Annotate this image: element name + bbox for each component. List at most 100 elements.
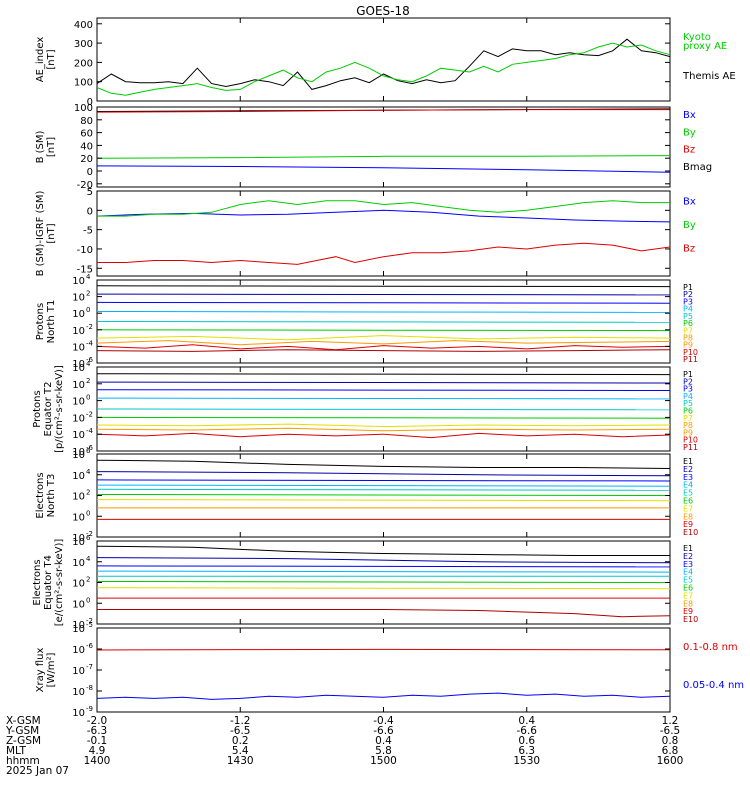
y-tick-label: 0 [87, 97, 93, 108]
date-label: 2025 Jan 07 [6, 765, 69, 777]
y-tick-label-exponent: 2 [86, 576, 90, 584]
y-tick-label: 10 [72, 342, 85, 353]
y-tick-label: 10 [72, 326, 85, 337]
x-axis-row-label: hhmm [6, 755, 40, 767]
series-p2 [96, 293, 671, 296]
series-e3 [96, 565, 671, 568]
legend-p10: P10 [683, 436, 698, 445]
y-tick-label-exponent: -8 [86, 684, 93, 692]
legend-p5: P5 [683, 399, 693, 408]
legend-themis-ae: Themis AE [682, 71, 736, 82]
y-tick-label: 10 [72, 599, 85, 610]
legend-p9: P9 [683, 428, 693, 437]
y-axis-label: Electrons [32, 559, 43, 605]
legend-p4: P4 [683, 305, 693, 314]
x-axis-tick-label: 4.9 [89, 745, 106, 757]
x-axis-tick-label: 6.3 [518, 745, 535, 757]
y-tick-label: 10 [72, 579, 85, 590]
x-axis-tick-label: -6.5 [230, 725, 251, 737]
legend-e5: E5 [683, 576, 693, 585]
x-axis-row-label: MLT [6, 745, 26, 757]
legend-e7: E7 [683, 591, 693, 600]
x-axis-tick-label: 6.8 [662, 745, 679, 757]
y-axis-label: [e/(cm²-s-sr-keV)] [54, 539, 65, 627]
panel-frame [96, 106, 671, 188]
legend-e4: E4 [683, 568, 693, 577]
series-e3 [96, 479, 671, 482]
legend-e1: E1 [683, 457, 693, 466]
y-tick-label: 10 [72, 687, 85, 698]
y-axis-label: [nT] [46, 49, 57, 69]
legend-p5: P5 [683, 312, 693, 321]
y-tick-label-exponent: -6 [86, 356, 94, 364]
legend-e9: E9 [683, 607, 693, 616]
x-axis-tick-label: -6.6 [373, 725, 394, 737]
series-e9 [97, 609, 671, 618]
legend-p8: P8 [683, 421, 693, 430]
y-tick-label: 10 [72, 537, 85, 548]
y-tick-label-exponent: -6 [86, 444, 94, 452]
y-axis-label: Protons [32, 390, 43, 427]
series-e6 [96, 581, 671, 583]
y-tick-label-exponent: -7 [86, 663, 93, 671]
y-tick-label-exponent: -2 [86, 410, 93, 418]
legend-e10: E10 [683, 528, 698, 537]
y-tick-label: 10 [72, 645, 85, 656]
y-tick-label: 10 [72, 666, 85, 677]
y-tick-label-exponent: -2 [86, 323, 93, 331]
legend-p6: P6 [683, 407, 693, 416]
y-tick-label: 10 [72, 512, 85, 523]
y-axis-label: B (SM)-IGRF (SM) [35, 191, 46, 277]
y-tick-label: 10 [72, 430, 85, 441]
y-tick-label: -15 [77, 264, 93, 275]
x-axis-tick-label: 1.2 [662, 715, 679, 727]
series-p5 [96, 408, 671, 411]
y-tick-label: 10 [72, 276, 85, 287]
series-p1 [96, 285, 671, 288]
legend-bz: Bz [683, 145, 695, 156]
legend-0-05-0-4-nm: 0.05-0.4 nm [683, 680, 744, 691]
y-tick-label: 0 [87, 167, 93, 178]
y-tick-label-exponent: -5 [86, 621, 93, 629]
series-by [96, 155, 671, 159]
legend-0-1-0-8-nm: 0.1-0.8 nm [683, 642, 738, 653]
series-by [97, 200, 670, 217]
y-tick-label-exponent: 6 [86, 534, 91, 542]
x-axis-tick-label: -6.6 [517, 725, 538, 737]
y-tick-label-exponent: 0 [86, 394, 90, 402]
series-p3 [96, 301, 671, 304]
y-tick-label: 10 [72, 620, 85, 631]
legend-p10: P10 [683, 348, 698, 357]
series-p9 [96, 344, 671, 351]
x-axis-tick-label: 1500 [370, 755, 397, 767]
series-bz [97, 242, 671, 265]
y-axis-label: [p/(cm²-s-sr-keV)] [54, 365, 65, 453]
panel-frame [96, 627, 671, 713]
y-tick-label: 10 [72, 708, 85, 719]
y-axis-label: [nT] [46, 137, 57, 157]
legend-e6: E6 [683, 497, 693, 506]
plot-title: GOES-18 [356, 4, 410, 18]
x-axis-tick-label: 0.6 [518, 735, 535, 747]
y-tick-label: 10 [72, 492, 85, 503]
y-axis-label: Equator T2 [43, 382, 54, 437]
legend-e2: E2 [683, 552, 693, 561]
series-p5 [96, 321, 671, 323]
y-tick-label: 100 [74, 78, 93, 89]
y-tick-label: 10 [72, 397, 85, 408]
x-axis-tick-label: -1.2 [230, 715, 251, 727]
legend-e3: E3 [683, 473, 693, 482]
legend-e4: E4 [683, 481, 693, 490]
legend-e6: E6 [683, 584, 693, 593]
y-tick-label-exponent: 4 [86, 555, 91, 563]
series-e5 [96, 488, 671, 491]
legend-p9: P9 [683, 341, 693, 350]
y-tick-label: 300 [74, 39, 93, 50]
x-axis-tick-label: 1400 [84, 755, 111, 767]
series-e1 [96, 545, 670, 556]
